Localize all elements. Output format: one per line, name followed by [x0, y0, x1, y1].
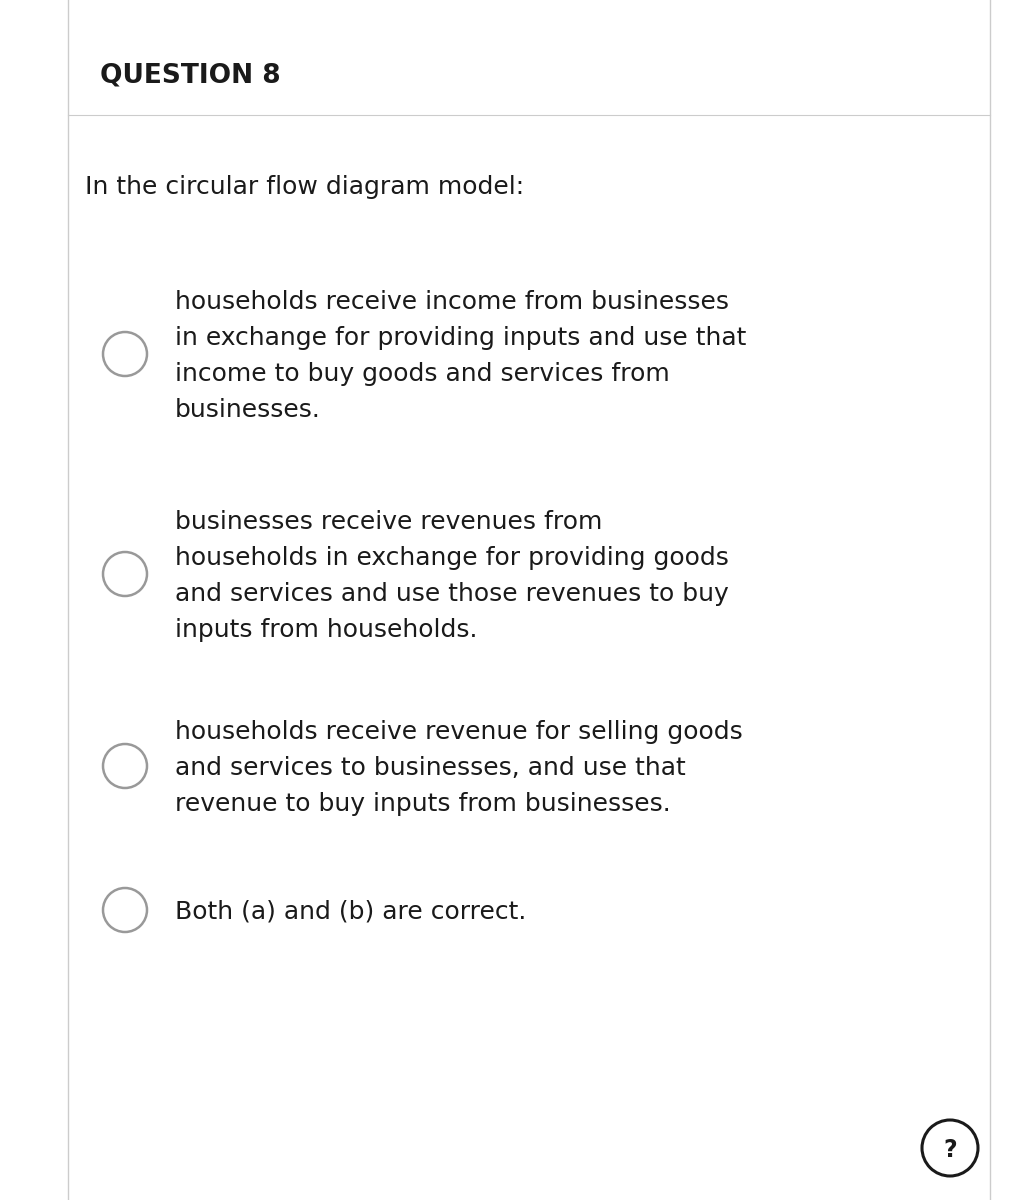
Text: revenue to buy inputs from businesses.: revenue to buy inputs from businesses. [175, 792, 671, 816]
Text: businesses receive revenues from: businesses receive revenues from [175, 510, 603, 534]
Circle shape [103, 744, 147, 788]
Circle shape [922, 1120, 978, 1176]
Text: households receive revenue for selling goods: households receive revenue for selling g… [175, 720, 743, 744]
Text: and services and use those revenues to buy: and services and use those revenues to b… [175, 582, 728, 606]
Circle shape [103, 332, 147, 376]
Text: inputs from households.: inputs from households. [175, 618, 477, 642]
Text: ?: ? [943, 1138, 957, 1162]
Text: households in exchange for providing goods: households in exchange for providing goo… [175, 546, 729, 570]
Text: income to buy goods and services from: income to buy goods and services from [175, 362, 670, 386]
Text: Both (a) and (b) are correct.: Both (a) and (b) are correct. [175, 900, 527, 924]
Circle shape [103, 552, 147, 596]
Text: In the circular flow diagram model:: In the circular flow diagram model: [85, 175, 524, 199]
Text: QUESTION 8: QUESTION 8 [100, 62, 281, 88]
Text: households receive income from businesses: households receive income from businesse… [175, 290, 729, 314]
Text: in exchange for providing inputs and use that: in exchange for providing inputs and use… [175, 326, 747, 350]
Text: and services to businesses, and use that: and services to businesses, and use that [175, 756, 686, 780]
Text: businesses.: businesses. [175, 398, 321, 422]
Circle shape [103, 888, 147, 932]
